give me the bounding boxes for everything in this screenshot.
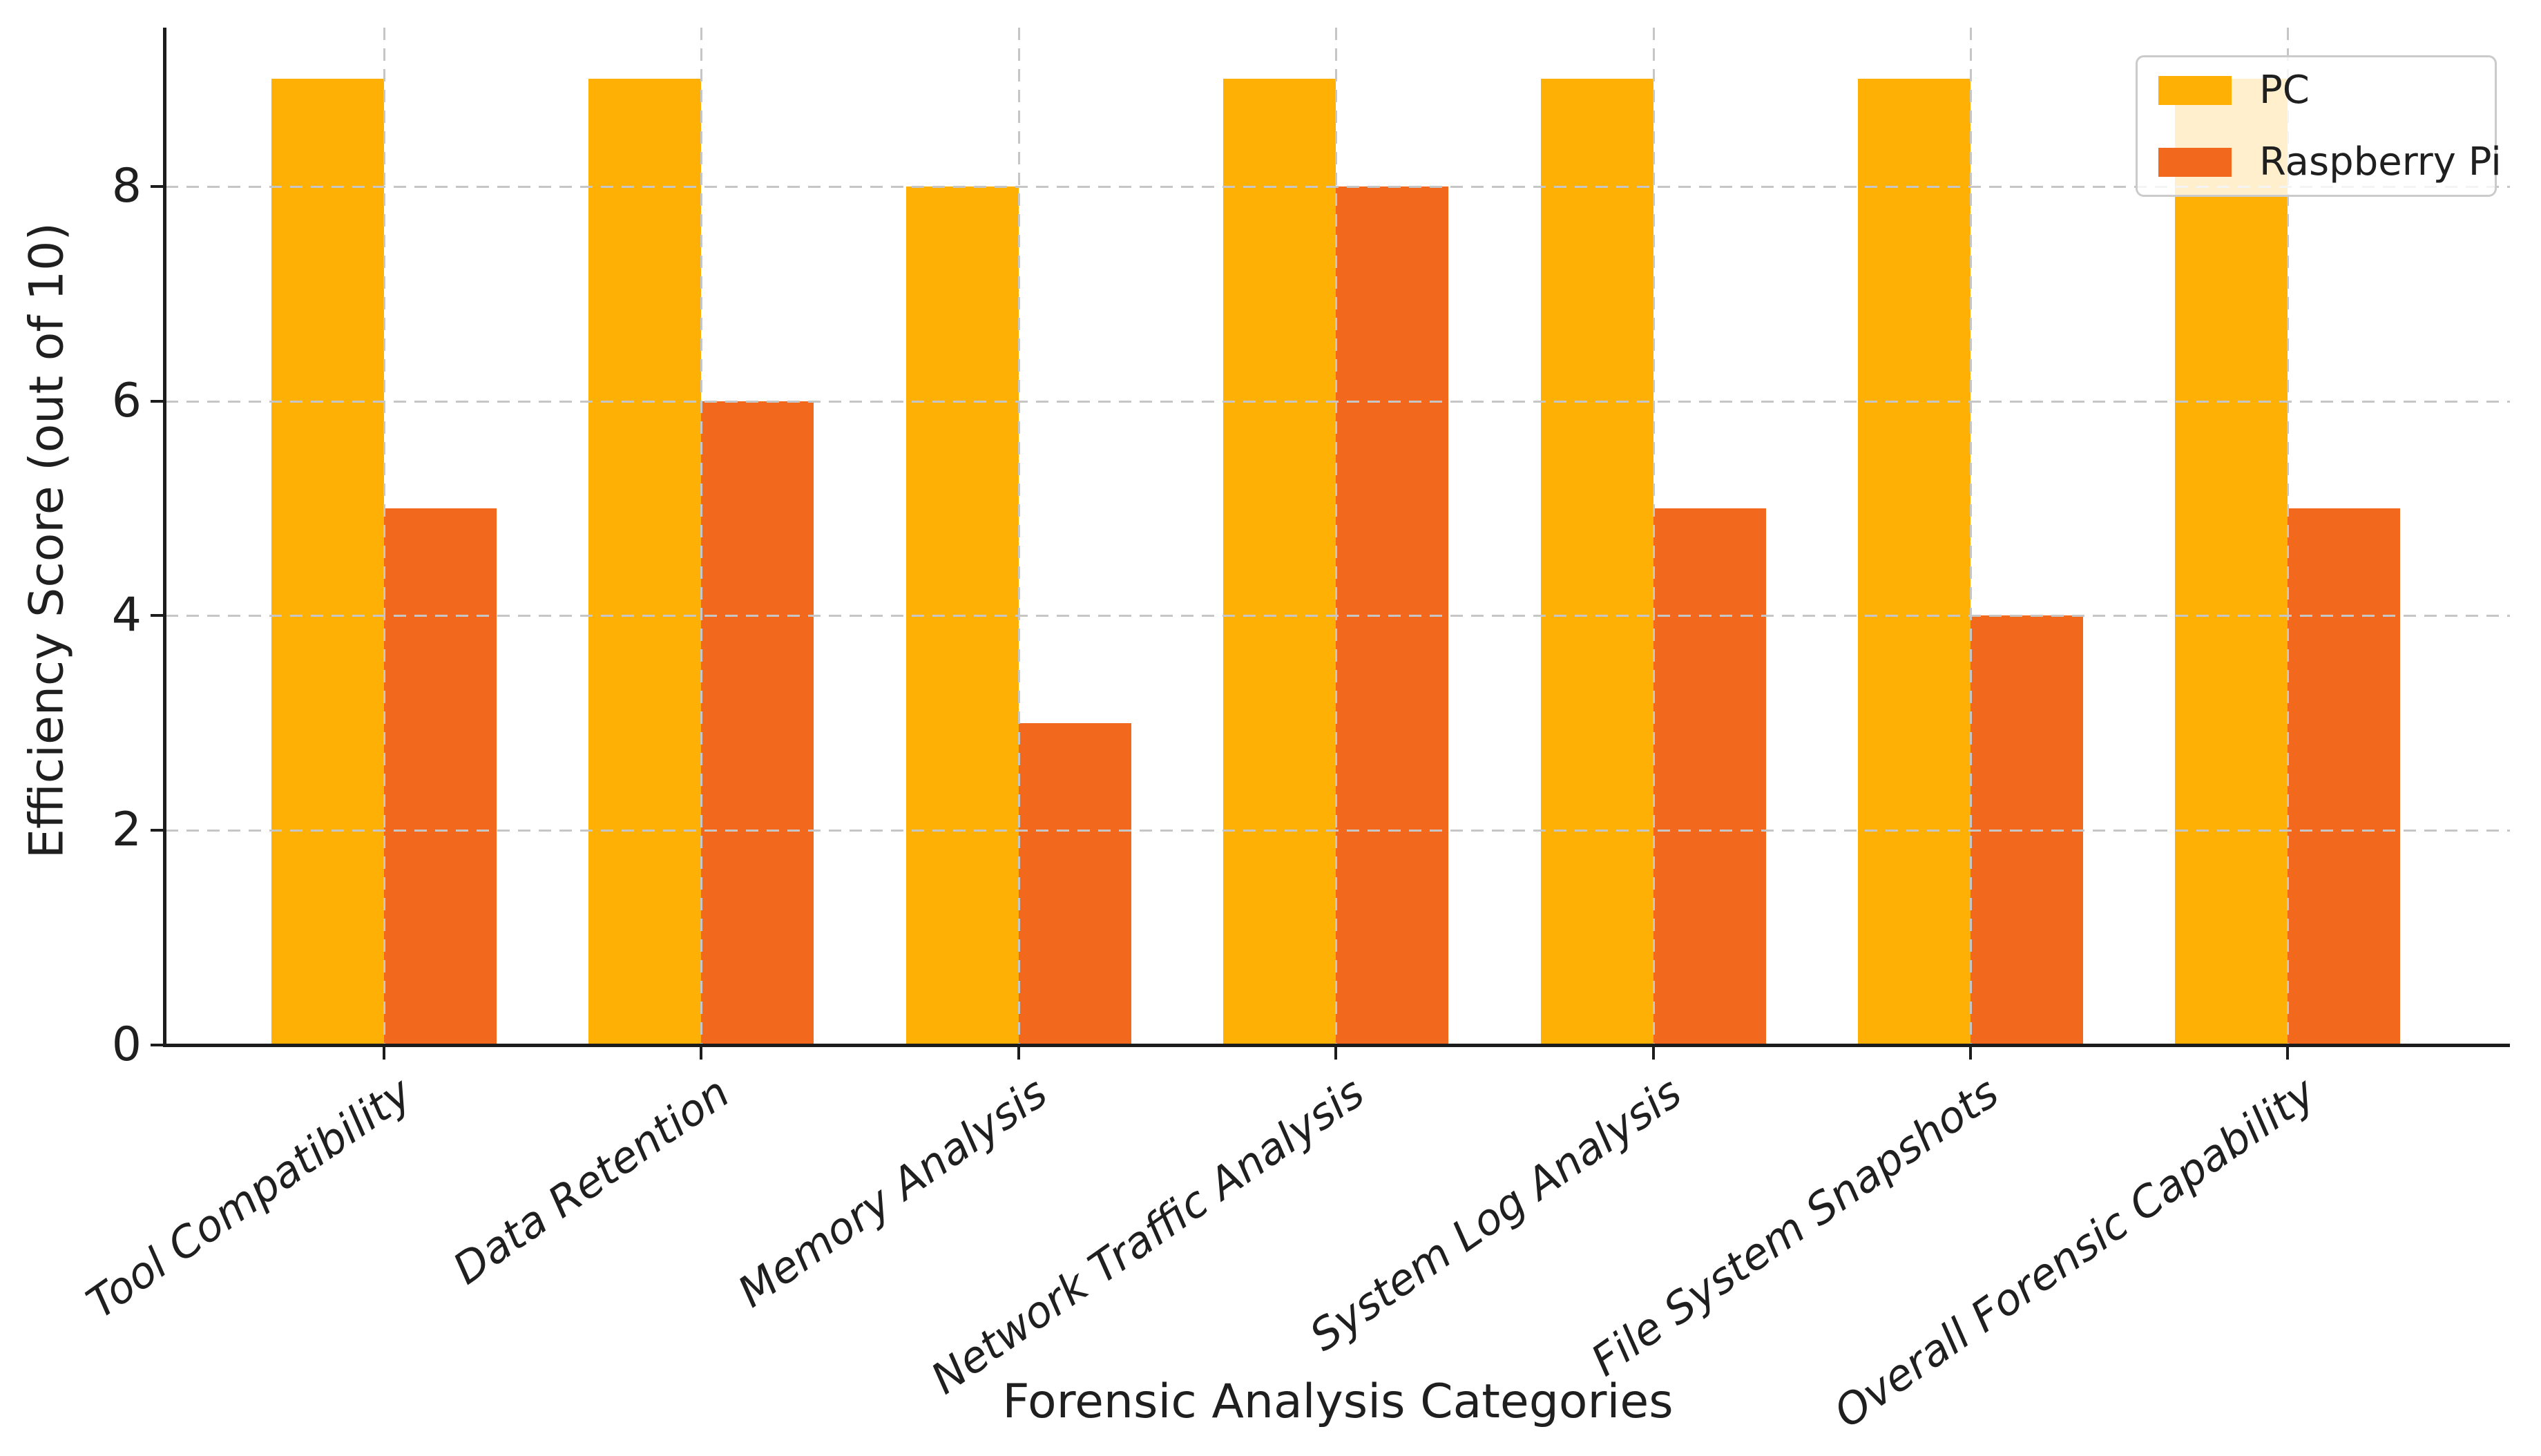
x-gridline-0 (383, 28, 385, 1045)
bar-pc-0 (271, 79, 384, 1045)
x-gridline-5 (1970, 28, 1972, 1045)
x-tick-mark-4 (1652, 1047, 1655, 1060)
y-tick-mark-8 (151, 185, 163, 188)
x-tick-mark-6 (2286, 1047, 2289, 1060)
y-tick-label-0: 0 (111, 1017, 142, 1072)
x-gridline-6 (2287, 28, 2289, 1045)
y-tick-label-8: 8 (111, 159, 142, 213)
bar-raspberry-pi-1 (701, 401, 814, 1045)
y-tick-label-4: 4 (111, 588, 142, 642)
x-tick-label-0: Tool Compatibility (77, 1066, 421, 1329)
x-gridline-4 (1653, 28, 1655, 1045)
y-tick-label-6: 6 (111, 374, 142, 428)
y-axis-spine (163, 28, 166, 1047)
x-tick-mark-1 (700, 1047, 702, 1060)
legend-swatch-pc (2158, 75, 2232, 105)
x-tick-mark-3 (1334, 1047, 1337, 1060)
bar-raspberry-pi-2 (1019, 723, 1131, 1045)
x-gridline-1 (700, 28, 702, 1045)
bar-pc-3 (1223, 79, 1336, 1045)
bar-pc-4 (1541, 79, 1653, 1045)
legend-label-raspberry-pi: Raspberry Pi (2259, 139, 2502, 184)
y-tick-mark-2 (151, 829, 163, 832)
x-tick-label-1: Data Retention (443, 1066, 738, 1294)
bar-raspberry-pi-0 (384, 508, 497, 1045)
bar-raspberry-pi-6 (2288, 508, 2400, 1045)
x-tick-mark-0 (383, 1047, 385, 1060)
legend-swatch-raspberry-pi (2158, 147, 2232, 177)
y-tick-mark-6 (151, 400, 163, 403)
x-tick-mark-5 (1969, 1047, 1972, 1060)
y-axis-label: Efficiency Score (out of 10) (19, 222, 75, 859)
y-gridline-4 (166, 615, 2510, 617)
x-tick-mark-2 (1017, 1047, 1020, 1060)
x-axis-label: Forensic Analysis Categories (1002, 1374, 1674, 1429)
bar-pc-1 (588, 79, 701, 1045)
y-gridline-8 (166, 186, 2510, 188)
y-gridline-6 (166, 401, 2510, 403)
y-tick-label-2: 2 (111, 803, 142, 857)
legend-label-pc: PC (2259, 67, 2310, 113)
legend: PC Raspberry Pi (2136, 55, 2502, 197)
x-gridline-3 (1335, 28, 1337, 1045)
x-gridline-2 (1018, 28, 1020, 1045)
legend-item-raspberry-pi: Raspberry Pi (2158, 142, 2502, 182)
bar-pc-5 (1858, 79, 1971, 1045)
bar-raspberry-pi-4 (1653, 508, 1766, 1045)
x-tick-label-2: Memory Analysis (728, 1066, 1056, 1317)
bar-pc-6 (2175, 79, 2288, 1045)
y-gridline-2 (166, 830, 2510, 832)
y-tick-mark-4 (151, 614, 163, 617)
x-axis-spine (163, 1044, 2510, 1047)
legend-item-pc: PC (2158, 67, 2474, 113)
y-tick-mark-0 (151, 1044, 163, 1046)
